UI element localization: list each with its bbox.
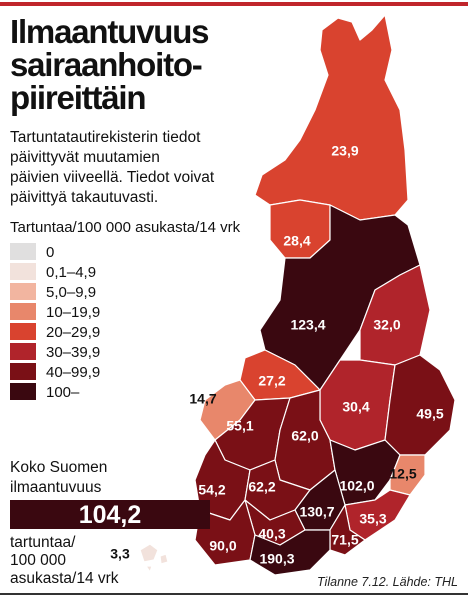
region-label: 54,2	[198, 482, 225, 498]
legend-label: 40–99,9	[46, 364, 100, 381]
legend-swatch	[10, 303, 36, 320]
national-unit: asukasta/14 vrk	[10, 570, 119, 587]
legend-swatch	[10, 283, 36, 300]
legend-swatch	[10, 383, 36, 400]
description-line: päivien viiveellä. Tiedot voivat	[10, 169, 215, 186]
region-label: 190,3	[259, 551, 294, 567]
region-label: 62,2	[248, 479, 275, 495]
legend-swatch	[10, 343, 36, 360]
source: Tilanne 7.12. Lähde: THL	[317, 575, 458, 589]
region-label: 12,5	[389, 466, 416, 482]
bottom-rule	[0, 593, 468, 595]
region-label: 27,2	[258, 373, 285, 389]
legend-label: 0	[46, 244, 54, 261]
legend-label: 5,0–9,9	[46, 284, 96, 301]
description-line: päivittyvät muutamien	[10, 149, 160, 166]
region-label: 102,0	[339, 478, 374, 494]
region-label: 32,0	[373, 317, 400, 333]
title-line: Ilmaantuvuus	[10, 13, 208, 50]
region-label: 23,9	[331, 143, 358, 159]
map: 23,9 28,4 123,4 32,0 27,2 14,7 30,4 49,5 55,1 62,…	[110, 14, 456, 576]
national-heading: ilmaantuvuus	[10, 479, 102, 496]
region-label: 3,3	[110, 546, 130, 562]
title-line: sairaanhoito-	[10, 46, 202, 83]
region	[139, 543, 169, 573]
national-unit: tartuntaa/	[10, 534, 76, 551]
region-label: 90,0	[209, 538, 236, 554]
legend-swatch	[10, 243, 36, 260]
region-label: 40,3	[258, 526, 285, 542]
region-label: 130,7	[299, 504, 334, 520]
region	[249, 529, 331, 576]
description-line: Tartuntatautirekisterin tiedot	[10, 129, 201, 146]
description-line: päivittyä takautuvasti.	[10, 189, 158, 206]
top-rule	[0, 2, 468, 6]
region-label: 35,3	[359, 511, 386, 527]
legend-swatch	[10, 263, 36, 280]
region-label: 28,4	[283, 233, 310, 249]
national-value: 104,2	[79, 501, 142, 529]
title-line: piireittäin	[10, 79, 145, 116]
legend-label: 100–	[46, 384, 80, 401]
region-label: 49,5	[416, 406, 443, 422]
national-heading: Koko Suomen	[10, 459, 107, 476]
legend-swatch	[10, 323, 36, 340]
legend-label: 10–19,9	[46, 304, 100, 321]
legend-label: 30–39,9	[46, 344, 100, 361]
region-label: 30,4	[342, 399, 369, 415]
region-label: 62,0	[291, 428, 318, 444]
national-unit: 100 000	[10, 552, 66, 569]
region-label: 14,7	[189, 391, 216, 407]
region-label: 55,1	[226, 418, 253, 434]
legend-label: 20–29,9	[46, 324, 100, 341]
region-label: 123,4	[290, 317, 325, 333]
region	[384, 354, 456, 456]
legend-title: Tartuntaa/100 000 asukasta/14 vrk	[10, 219, 241, 236]
legend-label: 0,1–4,9	[46, 264, 96, 281]
region-label: 71,5	[331, 532, 358, 548]
national-box	[10, 500, 210, 529]
legend-swatch	[10, 363, 36, 380]
